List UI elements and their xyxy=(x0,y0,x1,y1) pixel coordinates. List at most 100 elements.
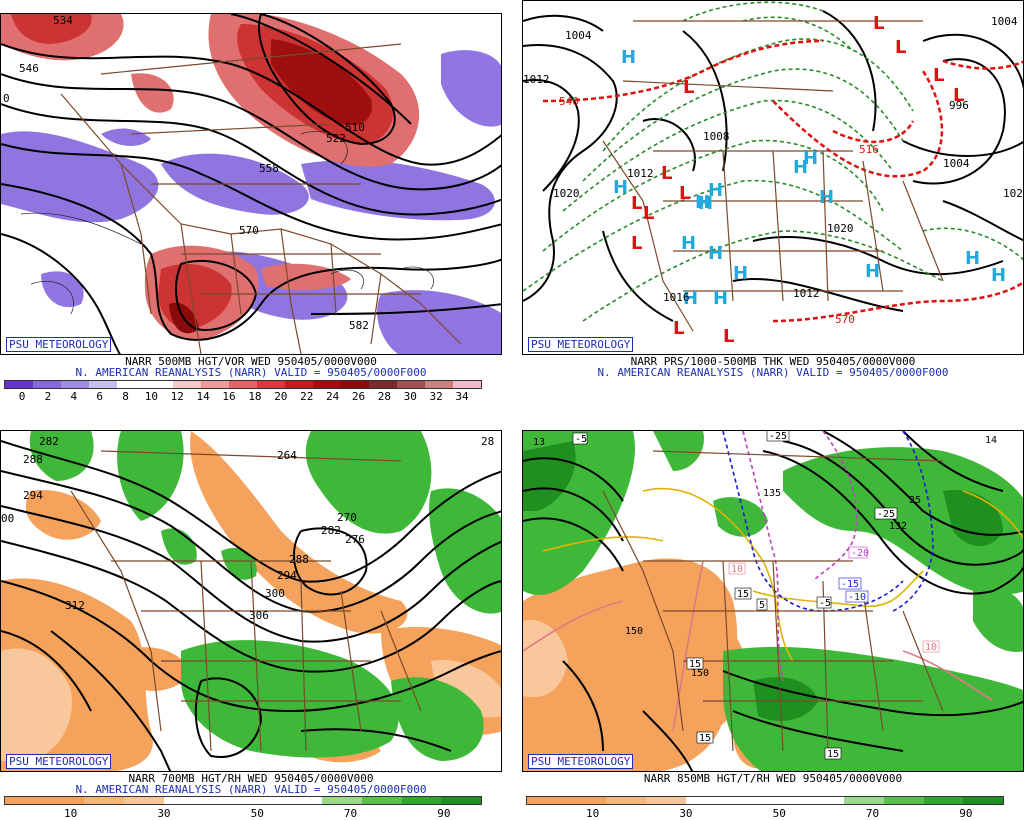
high-center: H xyxy=(713,288,728,309)
colorbar-swatch xyxy=(453,381,481,388)
colorbar-swatch xyxy=(566,797,607,804)
contour-label: 288 xyxy=(289,553,309,566)
colorbar-swatch xyxy=(884,797,924,804)
low-center: L xyxy=(895,37,906,58)
high-center: H xyxy=(793,157,808,178)
high-center: H xyxy=(965,248,980,269)
colorbar-tick-label: 70 xyxy=(343,807,358,820)
map-pressure-svg: H H H H H H H H H H H H H H H H xyxy=(523,1,1023,354)
contour-label: 25 xyxy=(909,495,921,506)
colorbar-tick-label: 90 xyxy=(959,807,973,820)
contour-label: 546 xyxy=(19,62,39,75)
contour-label: 282 xyxy=(321,524,341,537)
colorbar-swatch xyxy=(685,797,726,804)
high-center: H xyxy=(613,177,628,198)
contour-label: 15 xyxy=(827,749,839,760)
colorbar-swatch xyxy=(362,797,402,804)
low-center: L xyxy=(679,183,690,204)
contour-label: 102 xyxy=(1003,187,1023,200)
colorbar-swatch xyxy=(923,797,964,804)
contour-label: 5 xyxy=(759,600,765,611)
high-center: H xyxy=(681,233,696,254)
contour-label: 1020 xyxy=(827,222,854,235)
vorticity-contours xyxy=(20,131,434,315)
colorbar-tick-label: 18 xyxy=(248,390,262,403)
colorbar-tick-label: 22 xyxy=(300,390,314,403)
rh-colorbar xyxy=(4,796,482,805)
dry-areas-light xyxy=(523,620,568,698)
panel-title: NARR PRS/1000-500MB THK WED 950405/0000V… xyxy=(630,355,916,368)
colorbar-tick-label: 0 xyxy=(18,390,26,403)
colorbar-swatch xyxy=(725,797,766,804)
contour-label: 300 xyxy=(265,587,285,600)
contour-label: 558 xyxy=(259,162,279,175)
contour-label: 00 xyxy=(1,512,14,525)
psu-meteorology-badge: PSU METEOROLOGY xyxy=(528,754,634,769)
colorbar-tick-label: 10 xyxy=(144,390,159,403)
contour-label: 1004 xyxy=(943,157,970,170)
contour-label: 996 xyxy=(949,99,969,112)
colorbar-tick-label: 16 xyxy=(222,390,236,403)
colorbar-tick-label: 30 xyxy=(679,807,693,820)
contour-label: 582 xyxy=(349,319,369,332)
contour-label: 10 xyxy=(731,564,743,575)
contour-label: 294 xyxy=(277,569,297,582)
contour-label: 522 xyxy=(326,132,346,145)
rh-colorbar-ticks: 10 30 50 70 90 xyxy=(526,807,1004,820)
contour-label: -25 xyxy=(769,431,787,442)
map-500mb: 534 546 510 522 558 570 582 0 xyxy=(0,13,502,355)
colorbar-tick-label: 8 xyxy=(122,390,129,403)
colorbar-tick-label: 12 xyxy=(170,390,184,403)
colorbar-swatch xyxy=(33,381,61,388)
contour-label: 282 xyxy=(39,435,59,448)
colorbar-swatch xyxy=(527,797,567,804)
contour-label: -25 xyxy=(877,509,895,520)
height-contours xyxy=(1,14,501,354)
vorticity-colorbar xyxy=(4,380,482,389)
colorbar-swatch xyxy=(646,797,686,804)
low-center: L xyxy=(873,13,884,34)
high-center: H xyxy=(733,263,748,284)
colorbar-tick-label: 20 xyxy=(274,390,288,403)
colorbar-swatch xyxy=(441,797,482,804)
colorbar-swatch xyxy=(425,381,453,388)
height-contours xyxy=(1,440,501,771)
panel-subtitle: N. AMERICAN REANALYSIS (NARR) VALID = 95… xyxy=(597,366,949,379)
colorbar-swatch xyxy=(145,381,173,388)
pressure-labels: 1004 1012 1020 1012 1008 1004 996 1020 1… xyxy=(523,15,1023,326)
colorbar-tick-label: 24 xyxy=(325,390,340,403)
contour-label: -5 xyxy=(575,434,587,445)
colorbar-swatch xyxy=(397,381,425,388)
contour-label: 0 xyxy=(3,92,10,105)
high-center: H xyxy=(865,261,880,282)
contour-label: 15 xyxy=(737,589,749,600)
high-center: H xyxy=(621,47,636,68)
contour-label: 1008 xyxy=(703,130,730,143)
panel-subtitle: N. AMERICAN REANALYSIS (NARR) VALID = 95… xyxy=(75,366,427,379)
thickness-contours xyxy=(523,1,1023,322)
contour-label: 1012 xyxy=(627,167,654,180)
isobars xyxy=(523,10,1023,322)
panel-title: NARR 850MB HGT/T/RH WED 950405/0000V000 xyxy=(643,772,903,785)
colorbar-tick-label: 14 xyxy=(196,390,210,403)
rh-colorbar xyxy=(526,796,1004,805)
high-center: H xyxy=(708,243,723,264)
colorbar-swatch xyxy=(61,381,89,388)
contour-label: 135 xyxy=(763,488,781,499)
contour-label: 1012 xyxy=(523,73,550,86)
colorbar-tick-label: 50 xyxy=(772,807,786,820)
colorbar-tick-label: 6 xyxy=(96,390,103,403)
low-center: L xyxy=(661,163,672,184)
political-borders xyxy=(602,450,944,752)
contour-label: 534 xyxy=(53,14,73,27)
high-center: H xyxy=(698,193,713,214)
colorbar-tick-label: 70 xyxy=(865,807,880,820)
map-850mb: -5 -25 135 132 -25 -20 -15 -10 -5 xyxy=(522,430,1024,772)
colorbar-swatch xyxy=(322,797,363,804)
height-labels: 282 288 294 00 312 264 270 276 282 288 2… xyxy=(1,435,494,622)
high-center: H xyxy=(708,180,723,201)
contour-label: -15 xyxy=(841,579,859,590)
contour-label: 1016 xyxy=(663,291,690,304)
contour-label: 510 xyxy=(345,121,365,134)
high-center: H xyxy=(695,192,710,213)
